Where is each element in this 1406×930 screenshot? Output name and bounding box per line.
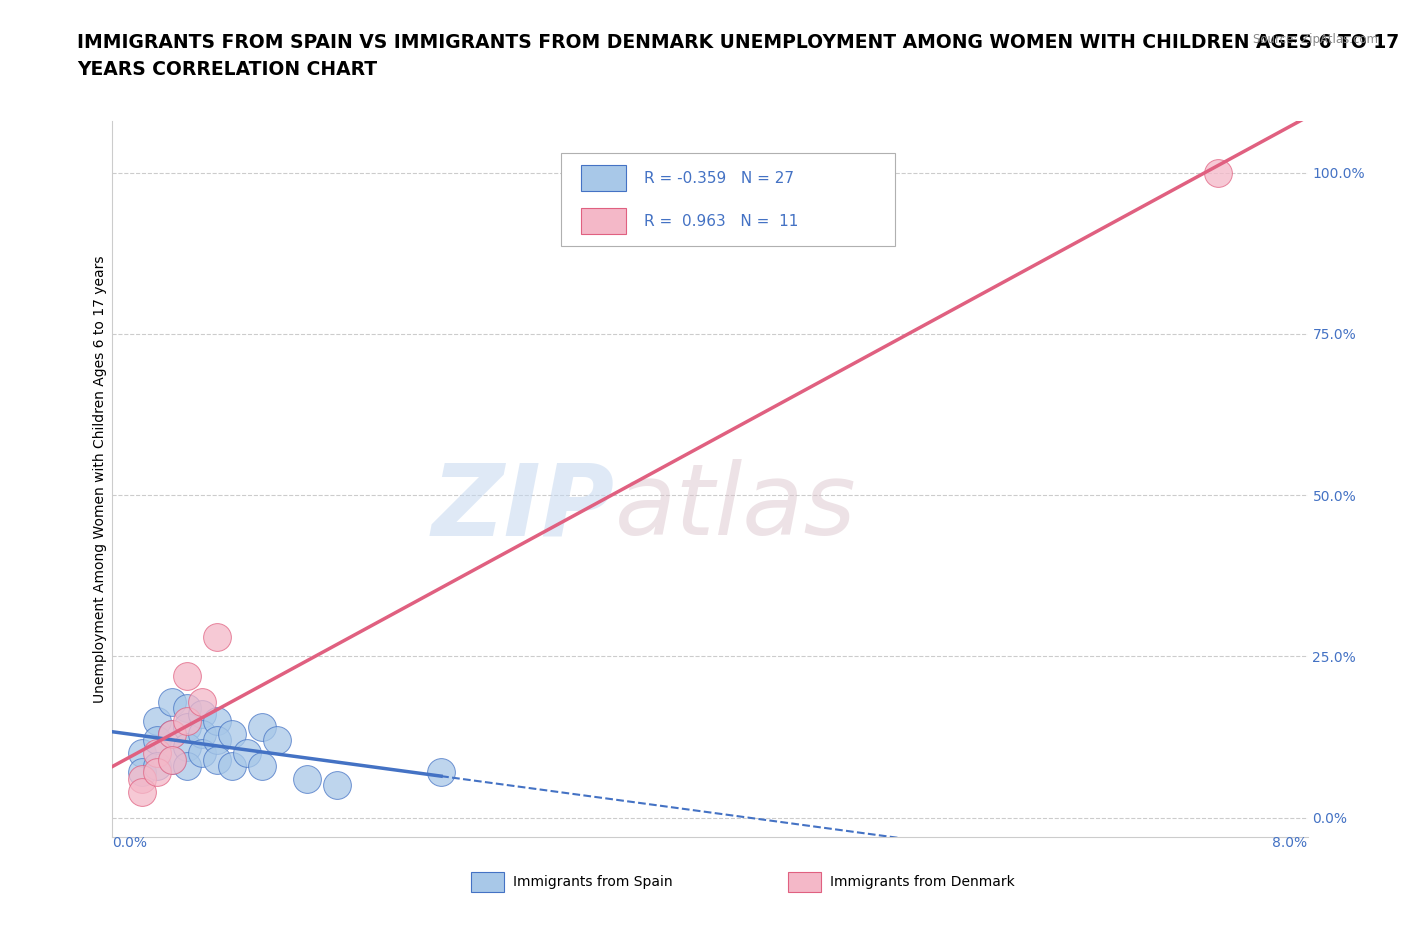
Point <box>205 713 228 728</box>
Point <box>221 726 243 741</box>
Point <box>205 630 228 644</box>
Text: YEARS CORRELATION CHART: YEARS CORRELATION CHART <box>77 60 377 79</box>
Point <box>191 746 214 761</box>
Y-axis label: Unemployment Among Women with Children Ages 6 to 17 years: Unemployment Among Women with Children A… <box>93 255 107 703</box>
FancyBboxPatch shape <box>581 166 627 191</box>
Text: Immigrants from Denmark: Immigrants from Denmark <box>830 875 1014 889</box>
Text: Source: ZipAtlas.com: Source: ZipAtlas.com <box>1253 33 1378 46</box>
Text: R = -0.359   N = 27: R = -0.359 N = 27 <box>644 171 794 186</box>
Point <box>176 669 198 684</box>
Point <box>131 746 153 761</box>
Point <box>295 772 318 787</box>
Point <box>162 694 183 709</box>
FancyBboxPatch shape <box>471 872 505 892</box>
Text: IMMIGRANTS FROM SPAIN VS IMMIGRANTS FROM DENMARK UNEMPLOYMENT AMONG WOMEN WITH C: IMMIGRANTS FROM SPAIN VS IMMIGRANTS FROM… <box>77 33 1399 51</box>
Text: Immigrants from Spain: Immigrants from Spain <box>513 875 672 889</box>
Point <box>430 765 453 780</box>
Point <box>162 726 183 741</box>
Point <box>176 713 198 728</box>
Point <box>131 784 153 799</box>
Point <box>325 778 347 793</box>
Point <box>146 759 169 774</box>
Point <box>176 759 198 774</box>
Point <box>191 726 214 741</box>
Point <box>131 772 153 787</box>
Point <box>205 733 228 748</box>
Point <box>221 759 243 774</box>
FancyBboxPatch shape <box>787 872 821 892</box>
Point <box>191 707 214 722</box>
Text: ZIP: ZIP <box>432 459 614 556</box>
Point <box>146 733 169 748</box>
Point <box>250 720 273 735</box>
Point <box>162 752 183 767</box>
Point <box>146 713 169 728</box>
Point <box>205 752 228 767</box>
Point <box>131 765 153 780</box>
FancyBboxPatch shape <box>561 153 896 246</box>
Point <box>236 746 259 761</box>
Text: 8.0%: 8.0% <box>1272 836 1308 850</box>
Point <box>162 752 183 767</box>
Point <box>250 759 273 774</box>
Point <box>176 739 198 754</box>
Point <box>266 733 288 748</box>
Text: R =  0.963   N =  11: R = 0.963 N = 11 <box>644 214 799 229</box>
FancyBboxPatch shape <box>581 208 627 234</box>
Point <box>191 694 214 709</box>
Point <box>176 700 198 715</box>
Point <box>146 765 169 780</box>
Text: 0.0%: 0.0% <box>112 836 148 850</box>
Point <box>1206 165 1229 179</box>
Point <box>176 720 198 735</box>
Point <box>162 726 183 741</box>
Point <box>146 746 169 761</box>
Text: atlas: atlas <box>614 459 856 556</box>
